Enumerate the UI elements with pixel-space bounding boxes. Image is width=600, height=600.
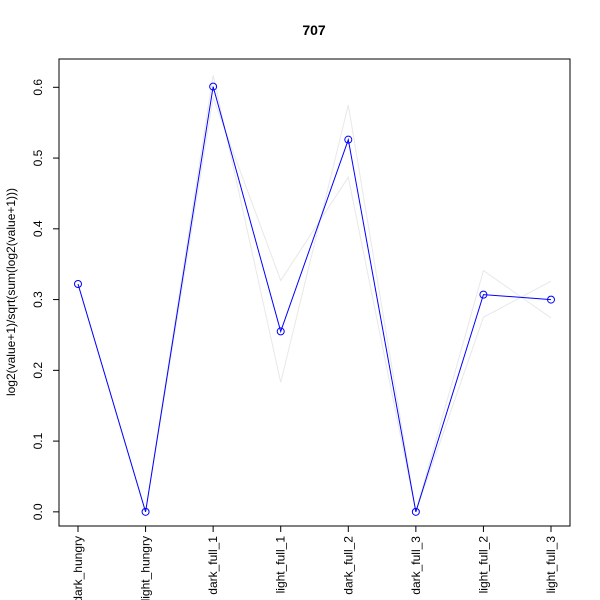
series-layer: [74, 75, 555, 516]
series-line: [77, 86, 552, 512]
x-tick-label: dark_full_3: [409, 536, 423, 595]
data-point: [141, 507, 150, 516]
y-tick-label: 0.3: [31, 291, 45, 308]
x-tick-label: dark_full_1: [206, 536, 220, 595]
x-tick-label: dark_hungry: [71, 536, 85, 600]
x-tick-label: light_full_3: [544, 536, 558, 594]
x-axis: dark_hungry light_hungry dark_full_1 light_…: [71, 525, 558, 600]
data-point: [479, 290, 488, 299]
y-axis-label: log2(value+1)/sqrt(sum(log2(value+1))): [4, 188, 18, 396]
y-tick-label: 0.4: [31, 220, 45, 237]
x-tick-label: dark_full_2: [341, 536, 355, 595]
data-point: [74, 280, 82, 289]
chart-title: 707: [302, 22, 326, 38]
y-tick-label: 0.2: [31, 362, 45, 379]
y-tick-label: 0.5: [31, 149, 45, 166]
data-point: [411, 507, 420, 516]
plot-frame: [58, 58, 571, 527]
y-tick-label: 0.0: [31, 503, 45, 520]
y-tick-label: 0.1: [31, 432, 45, 449]
data-point: [209, 82, 218, 91]
y-tick-label: 0.6: [31, 79, 45, 96]
y-axis: 0.0 0.1 0.2 0.3 0.4 0.5 0.6: [31, 79, 60, 520]
x-tick-label: light_full_1: [274, 536, 288, 594]
x-tick-label: light_hungry: [139, 536, 153, 600]
data-point: [547, 295, 555, 304]
x-tick-label: light_full_2: [476, 536, 490, 594]
data-point: [344, 135, 353, 144]
data-point: [276, 327, 285, 336]
